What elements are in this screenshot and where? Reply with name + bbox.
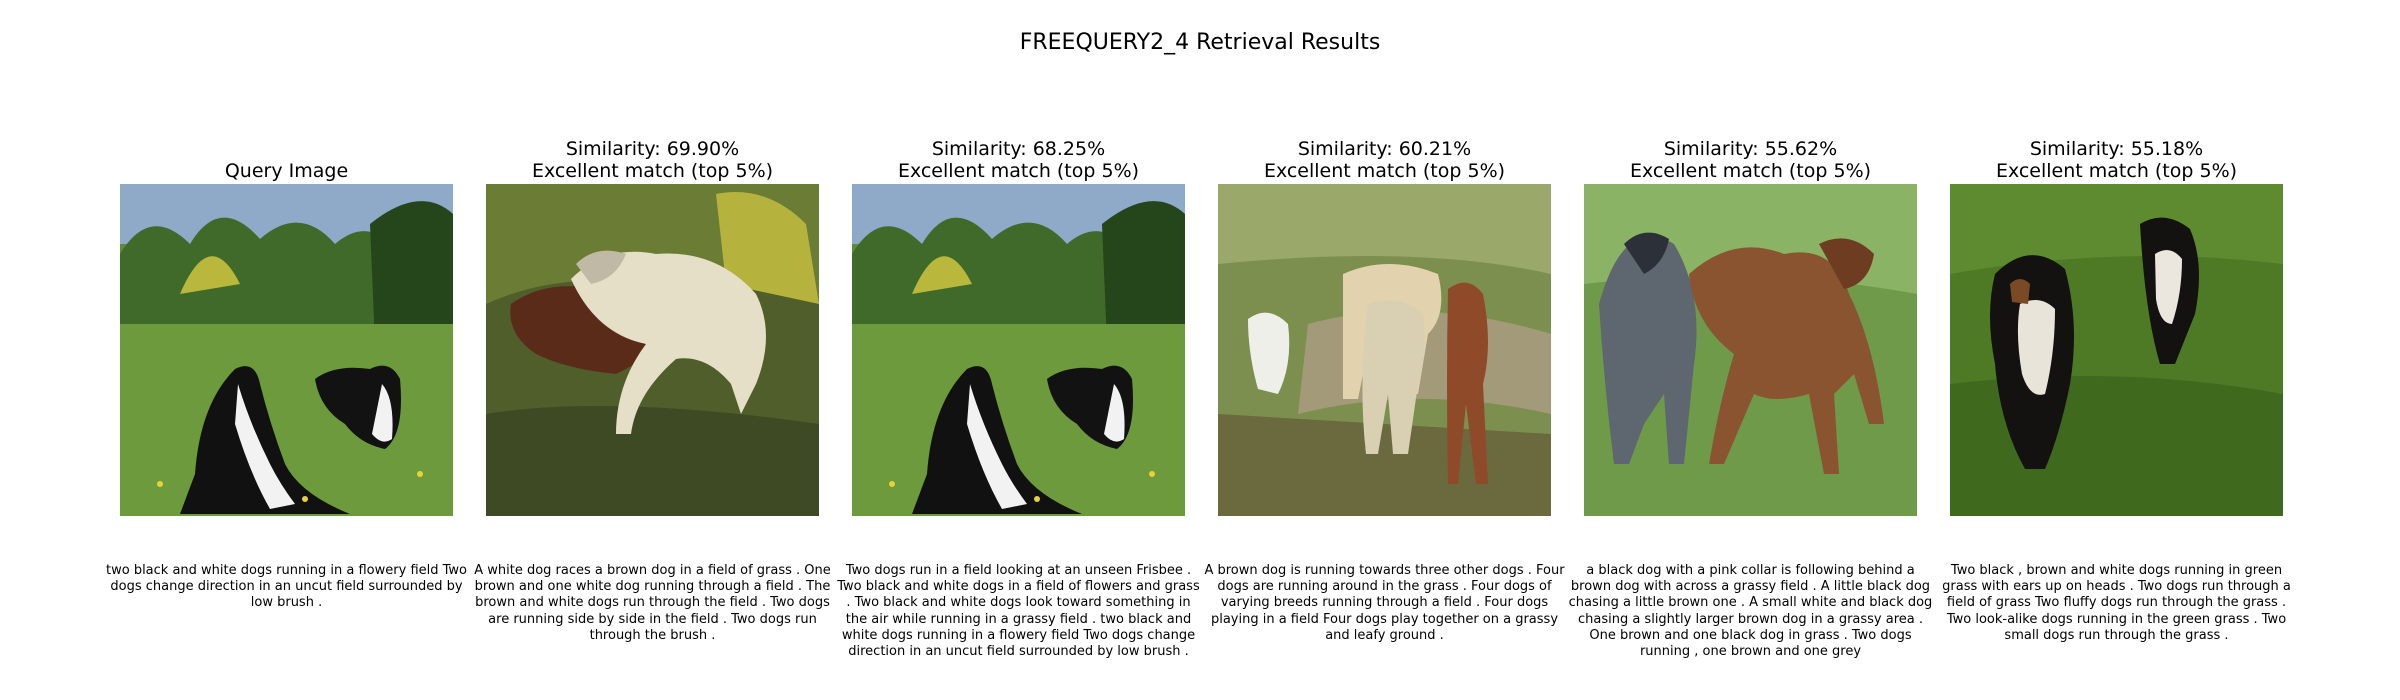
match-rating: Excellent match (top 5%) bbox=[531, 160, 774, 182]
result-caption-1: A white dog races a brown dog in a field… bbox=[474, 563, 831, 643]
match-rating: Excellent match (top 5%) bbox=[1995, 160, 2238, 182]
result-image-5 bbox=[1950, 184, 2283, 516]
similarity-score: Similarity: 60.21% bbox=[1297, 138, 1472, 160]
similarity-score: Similarity: 55.62% bbox=[1663, 138, 1838, 160]
result-image-1 bbox=[486, 184, 819, 516]
match-rating: Excellent match (top 5%) bbox=[1629, 160, 1872, 182]
result-panel-3: Similarity: 60.21% Excellent match (top … bbox=[1204, 0, 1564, 700]
similarity-score: Similarity: 69.90% bbox=[565, 138, 740, 160]
query-header: Query Image bbox=[80, 160, 493, 182]
result-caption-4: a black dog with a pink collar is follow… bbox=[1568, 563, 1933, 660]
result-panel-2: Similarity: 68.25% Excellent match (top … bbox=[837, 0, 1199, 700]
match-rating: Excellent match (top 5%) bbox=[1263, 160, 1506, 182]
result-panel-4: Similarity: 55.62% Excellent match (top … bbox=[1569, 0, 1933, 700]
result-panel-5: Similarity: 55.18% Excellent match (top … bbox=[1942, 0, 2291, 700]
result-header: Similarity: 60.21% Excellent match (top … bbox=[1178, 138, 1591, 182]
result-caption-3: A brown dog is running towards three oth… bbox=[1204, 563, 1565, 643]
result-image-3 bbox=[1218, 184, 1551, 516]
result-header: Similarity: 68.25% Excellent match (top … bbox=[812, 138, 1225, 182]
query-caption: two black and white dogs running in a fl… bbox=[106, 563, 467, 611]
result-header: Similarity: 55.62% Excellent match (top … bbox=[1544, 138, 1957, 182]
query-panel: Query Image two black and white dogs run… bbox=[106, 0, 467, 700]
result-caption-2: Two dogs run in a field looking at an un… bbox=[837, 563, 1200, 660]
similarity-score: Similarity: 68.25% bbox=[931, 138, 1106, 160]
figure-title: FREEQUERY2_4 Retrieval Results bbox=[1019, 30, 1381, 55]
result-image-2 bbox=[852, 184, 1185, 516]
result-image-4 bbox=[1584, 184, 1917, 516]
query-title: Query Image bbox=[224, 160, 349, 182]
match-rating: Excellent match (top 5%) bbox=[897, 160, 1140, 182]
result-header: Similarity: 69.90% Excellent match (top … bbox=[446, 138, 859, 182]
result-caption-5: Two black , brown and white dogs running… bbox=[1942, 563, 2291, 643]
result-header: Similarity: 55.18% Excellent match (top … bbox=[1910, 138, 2323, 182]
similarity-score: Similarity: 55.18% bbox=[2029, 138, 2204, 160]
query-image bbox=[120, 184, 453, 516]
result-panel-1: Similarity: 69.90% Excellent match (top … bbox=[474, 0, 831, 700]
